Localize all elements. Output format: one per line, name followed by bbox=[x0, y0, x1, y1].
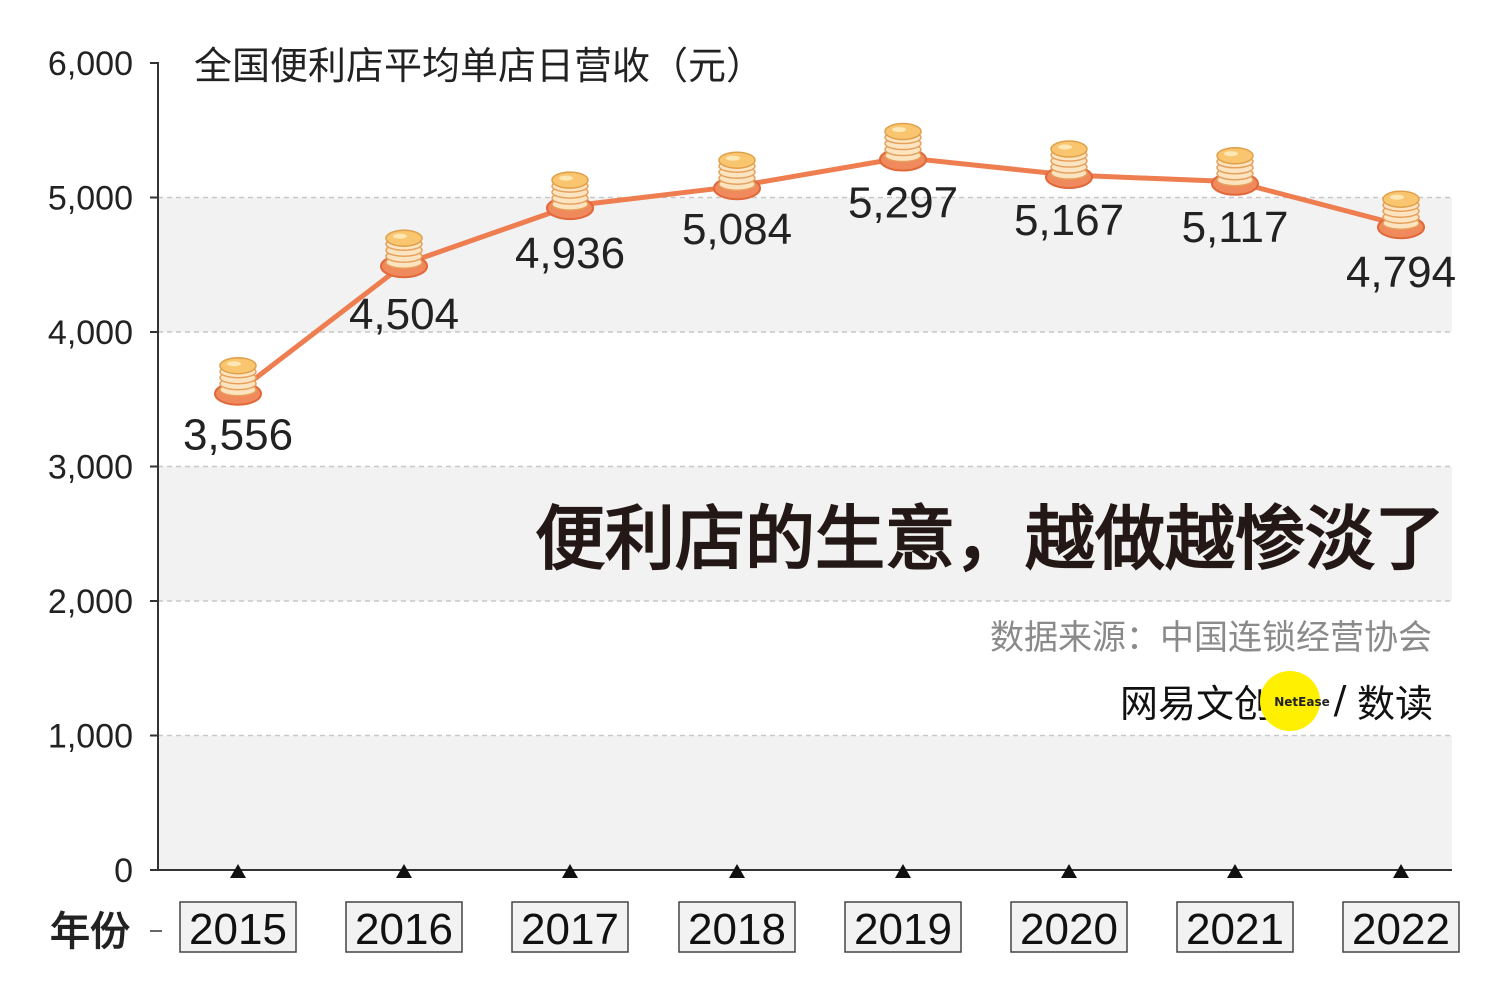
data-label: 4,936 bbox=[515, 229, 625, 278]
data-point bbox=[713, 151, 761, 201]
brand-slash: / bbox=[1334, 678, 1347, 722]
x-tick-marker bbox=[895, 864, 911, 878]
netease-badge-text: NetEase bbox=[1274, 695, 1330, 709]
headline-backdrop bbox=[412, 488, 1452, 588]
y-tick-label: 4,000 bbox=[48, 314, 133, 352]
x-tick-label: 2021 bbox=[1186, 905, 1284, 954]
x-label-box bbox=[1176, 901, 1294, 953]
x-label-box bbox=[511, 901, 629, 953]
brand-name: 网易文创 bbox=[1120, 682, 1272, 726]
data-point bbox=[546, 171, 594, 221]
x-tick-label: 2020 bbox=[1020, 905, 1118, 954]
x-tick-marker bbox=[1393, 864, 1409, 878]
x-label-box bbox=[1342, 901, 1460, 953]
data-point bbox=[879, 122, 927, 172]
data-point bbox=[214, 356, 262, 406]
data-point bbox=[1045, 140, 1093, 190]
x-tick-markers bbox=[230, 864, 1409, 878]
data-source: 数据来源：中国连锁经营协会 bbox=[990, 618, 1432, 658]
x-tick-marker bbox=[729, 864, 745, 878]
x-tick-labels: 2015 2016 2017 2018 2019 2020 2021 2022 bbox=[179, 901, 1460, 954]
data-label: 4,504 bbox=[349, 290, 459, 339]
y-tick-labels: 0 1,000 2,000 3,000 4,000 5,000 6,000 bbox=[48, 45, 133, 890]
data-labels: 3,556 4,504 4,936 5,084 5,297 5,167 5,117 4,794 bbox=[183, 179, 1456, 460]
coin-markers bbox=[214, 122, 1425, 406]
y-tick-label: 3,000 bbox=[48, 449, 133, 487]
x-label-box bbox=[844, 901, 962, 953]
y-tick-label: 0 bbox=[114, 852, 133, 890]
netease-badge bbox=[1260, 671, 1320, 731]
y-tick-label: 2,000 bbox=[48, 583, 133, 621]
data-point bbox=[1377, 190, 1425, 240]
x-tick-label: 2017 bbox=[521, 905, 619, 954]
y-tick-label: 1,000 bbox=[48, 718, 133, 756]
data-label: 4,794 bbox=[1346, 248, 1456, 297]
x-label-box bbox=[678, 901, 796, 953]
x-tick-marker bbox=[562, 864, 578, 878]
data-label: 5,084 bbox=[682, 205, 792, 254]
chart-title: 全国便利店平均单店日营收（元） bbox=[194, 44, 764, 88]
data-point bbox=[1211, 147, 1259, 196]
series-line bbox=[235, 155, 1404, 395]
x-label-box bbox=[179, 901, 297, 953]
x-tick-label: 2015 bbox=[189, 905, 287, 954]
x-tick-label: 2018 bbox=[688, 905, 786, 954]
headline: 便利店的生意，越做越惨淡了 bbox=[535, 498, 1445, 580]
x-axis-title: 年份 bbox=[50, 909, 130, 955]
brand-logo: 网易文创 NetEase / 数读 bbox=[1120, 671, 1433, 731]
x-tick-marker bbox=[1061, 864, 1077, 878]
data-label: 3,556 bbox=[183, 411, 293, 460]
x-label-box bbox=[1010, 901, 1128, 953]
data-label: 5,297 bbox=[848, 179, 958, 228]
x-tick-marker bbox=[1227, 864, 1243, 878]
data-label: 5,117 bbox=[1182, 203, 1289, 252]
x-tick-label: 2016 bbox=[355, 905, 453, 954]
background-band bbox=[158, 197, 1452, 332]
watermark: 澎湃号 @网易数读 bbox=[1228, 954, 1478, 989]
data-label: 5,167 bbox=[1014, 196, 1124, 245]
brand-section: 数读 bbox=[1357, 682, 1433, 726]
x-tick-label: 2019 bbox=[854, 905, 952, 954]
x-tick-marker bbox=[396, 864, 412, 878]
y-tick-label: 5,000 bbox=[48, 180, 133, 218]
background-band bbox=[158, 735, 1452, 870]
data-point bbox=[380, 229, 428, 279]
x-tick-label: 2022 bbox=[1352, 905, 1450, 954]
y-tick-label: 6,000 bbox=[48, 45, 133, 83]
x-label-box bbox=[345, 901, 463, 953]
x-tick-marker bbox=[230, 864, 246, 878]
